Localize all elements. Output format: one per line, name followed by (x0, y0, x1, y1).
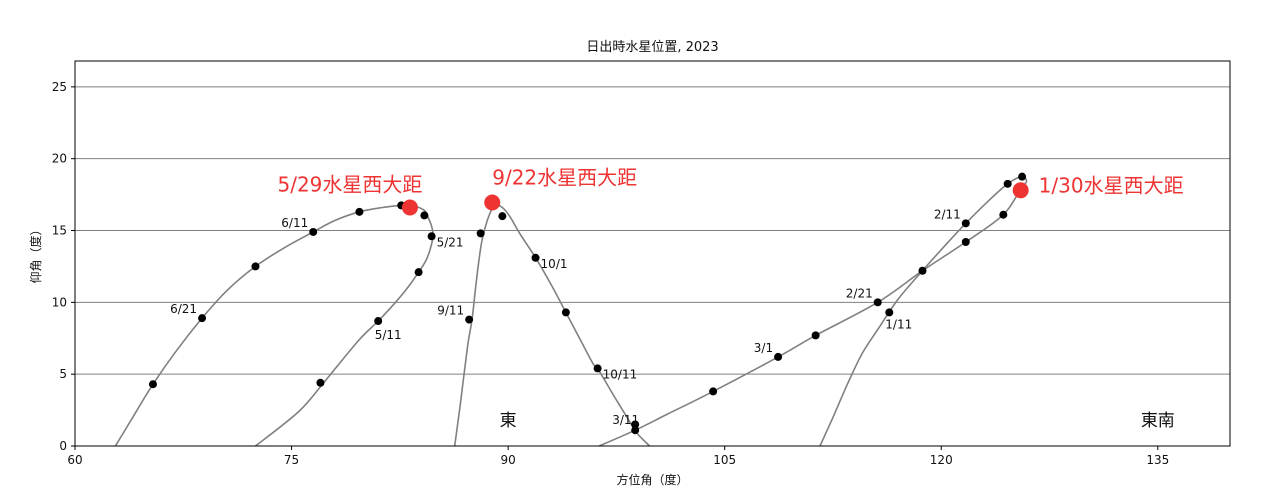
direction-label: 東南 (1141, 411, 1175, 431)
data-point (561, 308, 570, 317)
date-label: 10/11 (603, 367, 638, 381)
date-label: 3/1 (754, 341, 773, 355)
data-point (374, 317, 383, 326)
x-tick-label: 135 (1146, 453, 1169, 467)
x-tick-label: 90 (500, 453, 515, 467)
date-label: 2/11 (934, 207, 961, 221)
data-point (631, 426, 640, 435)
chart-title: 日出時水星位置, 2023 (586, 40, 718, 55)
data-point (316, 378, 325, 387)
x-axis-label: 方位角（度） (616, 472, 688, 487)
chart-labels: 0 5 10 15 20 25 60 75 90 105 120 135 6/21 6/11 5/21 5/1… (52, 80, 1184, 467)
data-points (148, 172, 1029, 435)
trajectory-curves (114, 175, 1028, 446)
data-point (198, 314, 207, 323)
x-tick-label: 105 (713, 453, 736, 467)
date-label: 6/11 (281, 216, 308, 230)
y-tick-label: 5 (59, 367, 67, 381)
x-tick-label: 120 (930, 453, 953, 467)
data-point (811, 331, 820, 340)
date-label: 3/11 (612, 413, 639, 427)
y-tick-label: 20 (52, 152, 67, 166)
data-point (631, 420, 640, 429)
data-point (427, 232, 436, 241)
data-point (355, 207, 364, 216)
data-point (465, 315, 474, 324)
greatest-elongation-label: 5/29水星西大距 (277, 173, 422, 197)
y-tick-label: 15 (52, 224, 67, 238)
direction-label: 東 (500, 411, 517, 431)
greatest-elongation-marker (401, 199, 418, 216)
trajectory-curve (114, 204, 434, 446)
data-point (885, 308, 894, 317)
data-point (873, 298, 882, 307)
date-label: 6/21 (170, 302, 197, 316)
greatest-elongation-marker (1012, 182, 1029, 199)
data-point (774, 352, 783, 361)
y-tick-label: 25 (52, 80, 67, 94)
y-tick-label: 0 (59, 439, 67, 453)
trajectory-curve (453, 203, 651, 446)
greatest-elongation-marker (484, 194, 501, 211)
data-point (498, 212, 507, 221)
x-tick-label: 75 (284, 453, 299, 467)
date-label: 1/11 (885, 317, 912, 331)
data-point (1018, 172, 1027, 181)
data-point (531, 253, 540, 262)
data-point (309, 227, 318, 236)
trajectory-curve (598, 175, 1028, 446)
data-point (593, 364, 602, 373)
data-point (1003, 179, 1012, 188)
data-point (999, 210, 1008, 219)
y-axis-label: 仰角（度） (28, 223, 43, 283)
greatest-elongation-label: 1/30水星西大距 (1039, 173, 1184, 197)
data-point (251, 262, 260, 271)
greatest-elongation-label: 9/22水星西大距 (492, 166, 637, 190)
data-point (961, 219, 970, 228)
data-point (420, 211, 429, 220)
date-label: 9/11 (437, 304, 464, 318)
date-label: 5/21 (437, 235, 464, 249)
data-point (414, 268, 423, 277)
x-tick-label: 60 (67, 453, 82, 467)
data-point (148, 380, 157, 389)
date-label: 5/11 (375, 328, 402, 342)
y-tick-label: 10 (52, 295, 67, 309)
data-point (709, 387, 718, 396)
date-label: 10/1 (541, 257, 568, 271)
grid-lines (71, 86, 1230, 450)
date-label: 2/21 (846, 286, 873, 300)
data-point (476, 229, 485, 238)
data-point (918, 266, 927, 275)
plot-frame (74, 60, 1231, 447)
data-point (961, 238, 970, 247)
